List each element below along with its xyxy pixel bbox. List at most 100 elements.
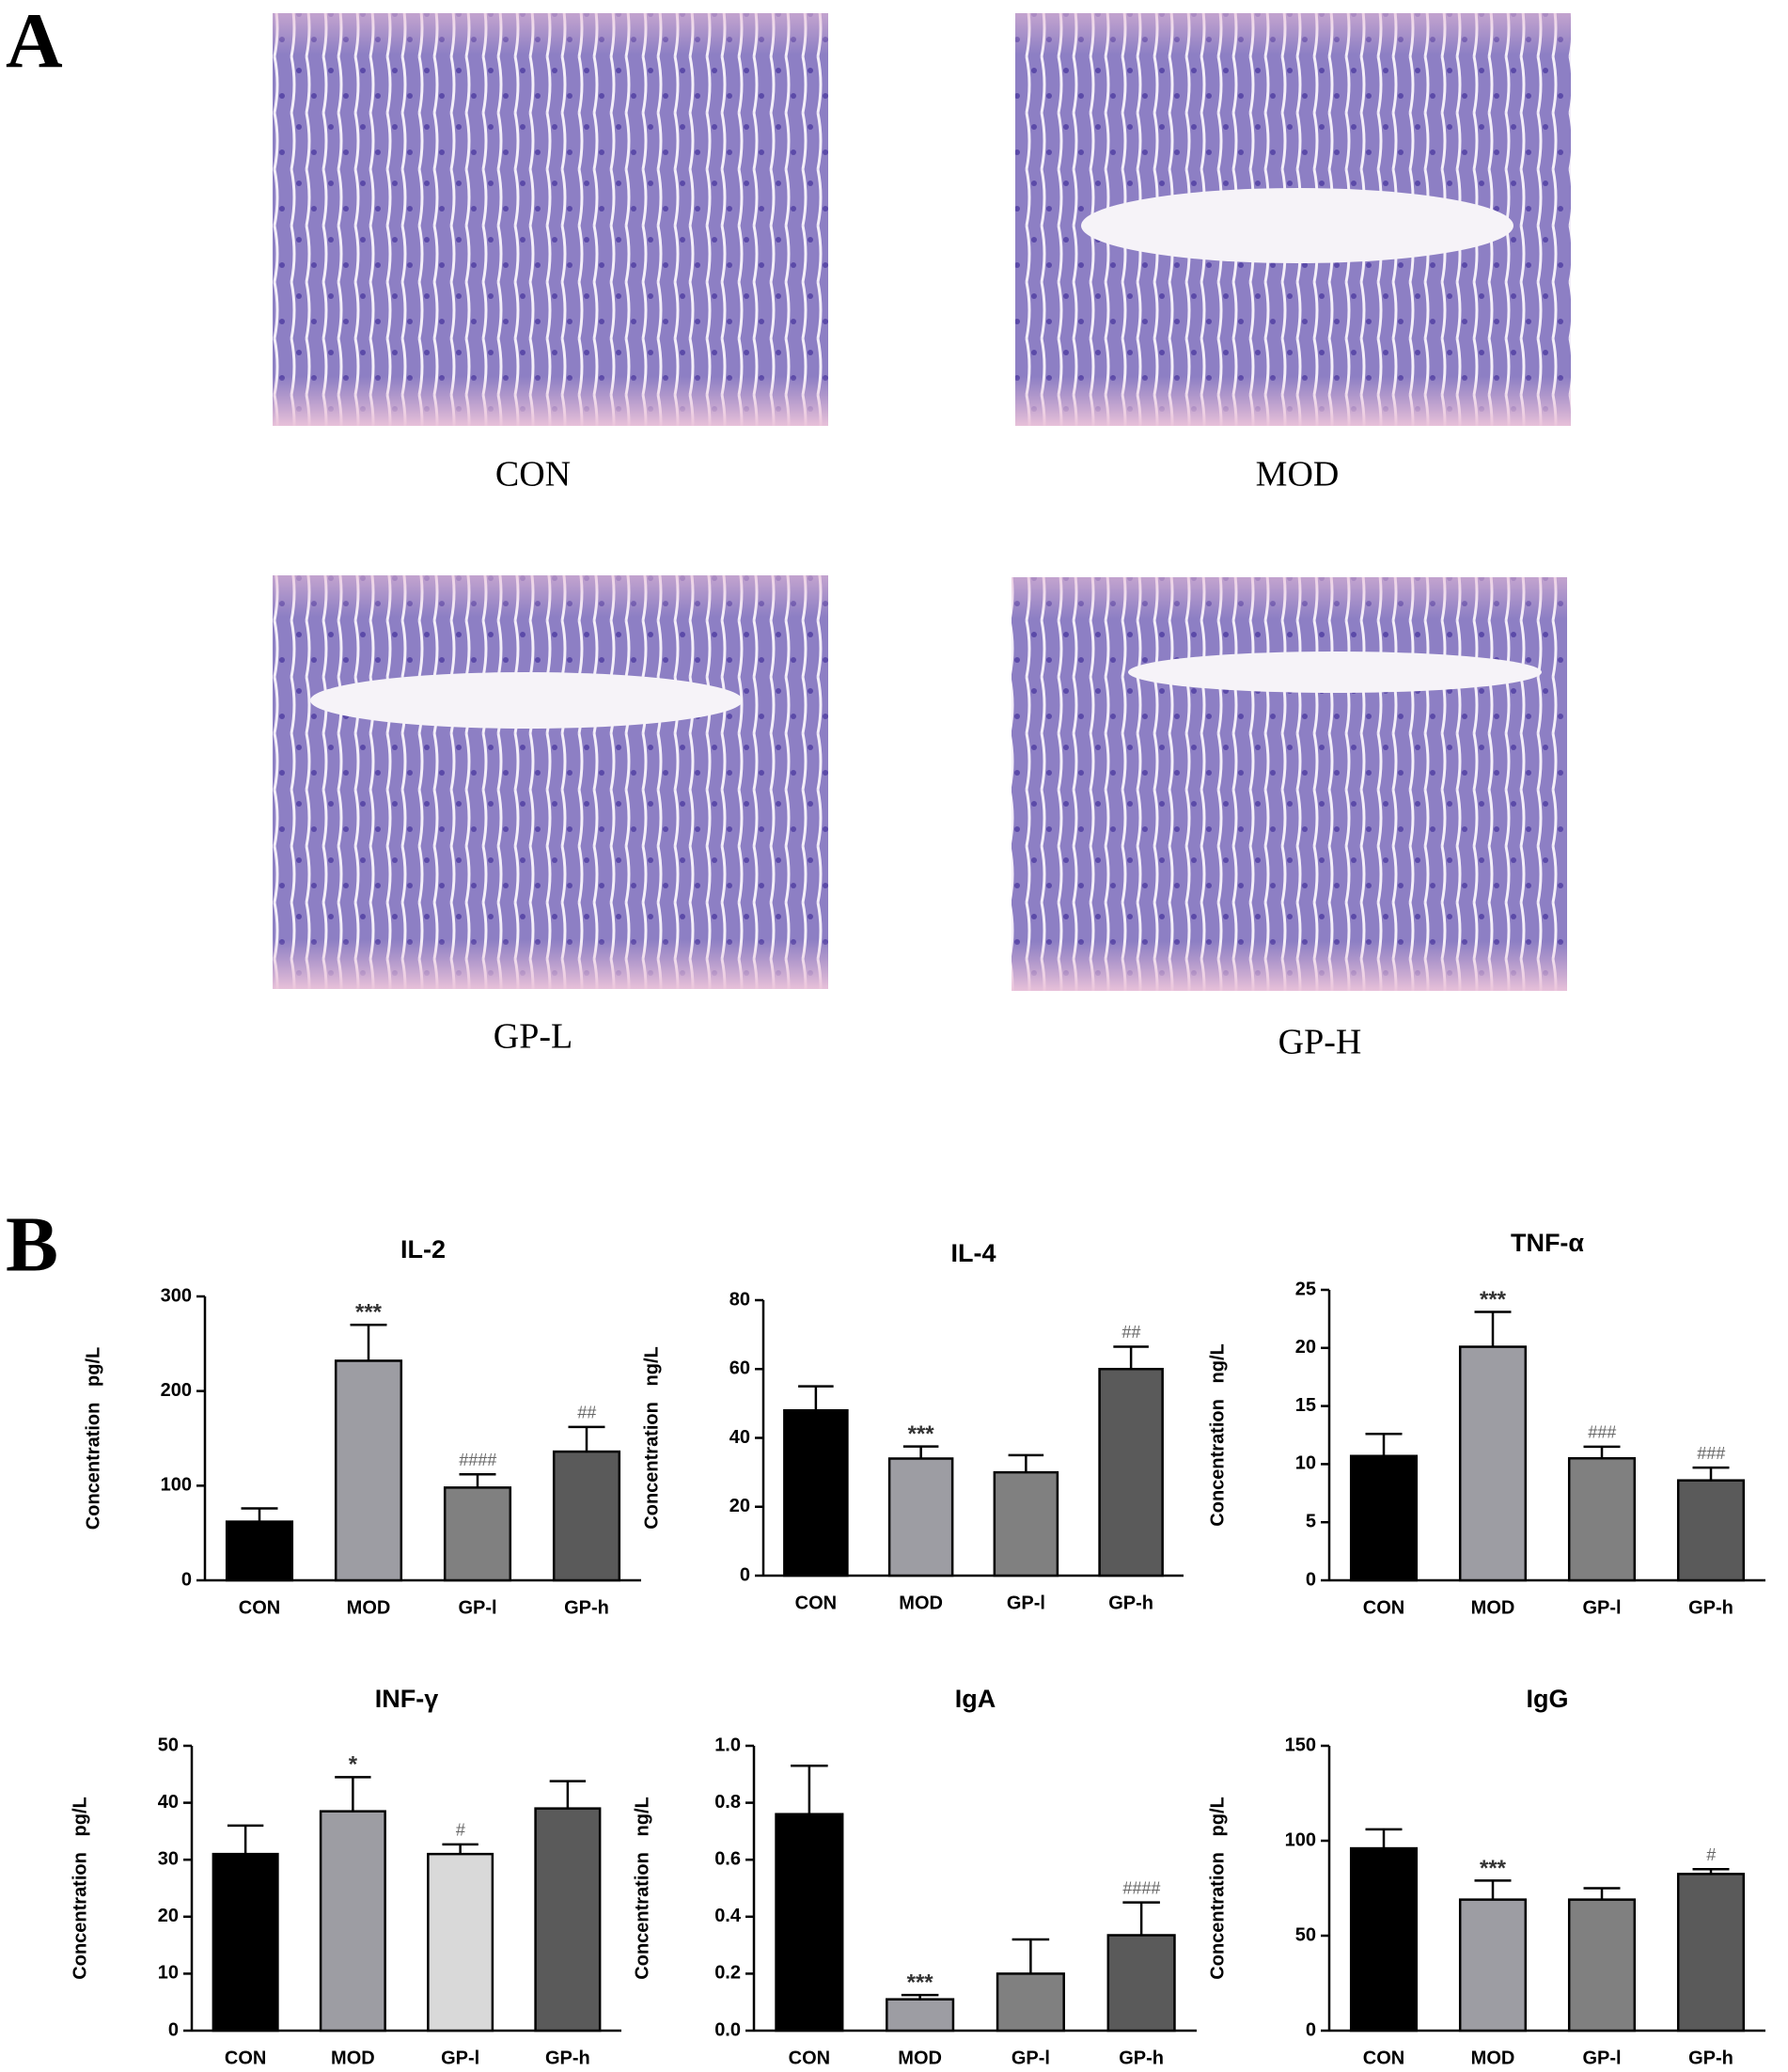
y-tick-label: 150 [1285,1735,1316,1755]
y-tick-label: 40 [729,1427,750,1448]
x-tick-label: MOD [347,1597,391,1618]
bar [1458,1345,1528,1582]
y-tick-label: 30 [158,1848,179,1869]
y-tick-label: 0.6 [714,1848,741,1869]
x-tick-label: MOD [1471,2048,1515,2068]
significance-mark: *** [355,1300,383,1326]
y-tick-label: 10 [1295,1453,1316,1474]
bar [225,1520,294,1582]
bar [1349,1454,1419,1582]
bar [783,1408,849,1578]
bar [334,1359,403,1582]
micrograph [1015,13,1571,426]
bar [1098,1368,1164,1578]
x-tick-label: GP-h [564,1597,609,1618]
bar [775,1813,844,2033]
bar [1458,1898,1528,2033]
significance-mark: ## [1121,1323,1141,1342]
panel-label: A [6,0,63,85]
chart-title: IgA [955,1685,996,1713]
x-tick-label: CON [789,2048,830,2068]
x-tick-label: GP-h [1108,1593,1153,1613]
x-tick-label: GP-l [1582,2048,1621,2068]
significance-mark: # [1706,1845,1717,1864]
y-tick-label: 25 [1295,1279,1316,1299]
y-tick-label: 15 [1295,1395,1316,1416]
y-axis-label: Concentration ng/L [641,1346,662,1529]
y-axis-label: Concentration pg/L [70,1797,90,1979]
bar [887,1457,954,1578]
x-tick-label: CON [795,1593,837,1613]
bar [1567,1898,1637,2033]
y-tick-label: 0 [168,2019,179,2040]
chart-title: IL-2 [400,1235,446,1264]
significance-mark: #### [459,1451,497,1469]
bar [443,1486,512,1582]
y-tick-label: 0 [1306,1569,1316,1590]
significance-mark: ### [1697,1444,1726,1463]
significance-mark: *** [908,1421,935,1447]
bar [1567,1456,1637,1582]
image-caption: GP-L [494,1017,572,1057]
image-caption: MOD [1256,455,1340,494]
x-tick-label: GP-h [1688,2048,1733,2068]
y-tick-label: 20 [729,1496,750,1516]
y-tick-label: 0.4 [714,1906,742,1926]
y-tick-label: 0.0 [714,2019,741,2040]
x-tick-label: CON [1363,2048,1404,2068]
chart-title: TNF-α [1511,1229,1584,1257]
micrograph [273,575,828,989]
bar [1676,1479,1746,1582]
y-tick-label: 100 [161,1475,192,1496]
x-tick-label: CON [1363,1597,1404,1618]
bar [212,1852,279,2033]
y-tick-label: 0.2 [714,1963,741,1984]
bar [1676,1873,1746,2033]
y-tick-label: 300 [161,1285,192,1306]
bar [993,1470,1059,1578]
y-axis-label: Concentration pg/L [1207,1797,1228,1979]
x-tick-label: GP-h [1688,1597,1733,1618]
y-tick-label: 60 [729,1358,750,1379]
significance-mark: * [349,1752,358,1778]
y-tick-label: 5 [1306,1511,1316,1531]
significance-mark: ## [577,1404,597,1422]
y-tick-label: 200 [161,1380,192,1401]
image-caption: GP-H [1278,1023,1362,1062]
y-tick-label: 0 [1306,2019,1316,2040]
y-tick-label: 100 [1285,1829,1316,1850]
y-tick-label: 20 [1295,1337,1316,1358]
y-tick-label: 50 [1295,1924,1316,1945]
x-tick-label: GP-h [1119,2048,1164,2068]
y-tick-label: 0 [181,1569,192,1590]
x-tick-label: GP-l [1007,1593,1045,1613]
significance-mark: *** [1480,1856,1507,1881]
micrograph [1012,577,1567,991]
x-tick-label: CON [239,1597,280,1618]
y-tick-label: 0 [740,1564,750,1585]
x-tick-label: MOD [899,1593,943,1613]
significance-mark: #### [1122,1878,1161,1897]
bar [552,1450,621,1582]
bar [534,1807,602,2033]
x-tick-label: GP-h [545,2048,590,2068]
micrograph [273,13,828,426]
bar [1106,1934,1176,2033]
y-axis-label: Concentration pg/L [83,1347,103,1530]
chart-title: IgG [1527,1685,1569,1713]
y-axis-label: Concentration ng/L [632,1797,652,1979]
x-tick-label: MOD [898,2048,942,2068]
y-tick-label: 0.8 [714,1792,741,1813]
y-tick-label: 10 [158,1963,179,1984]
x-tick-label: GP-l [1582,1597,1621,1618]
bar [427,1852,494,2033]
x-tick-label: GP-l [441,2048,479,2068]
bar [886,1998,955,2033]
bar [996,1972,1065,2033]
x-tick-label: CON [225,2048,266,2068]
y-tick-label: 80 [729,1289,750,1310]
chart-title: IL-4 [950,1239,996,1267]
x-tick-label: GP-l [458,1597,496,1618]
significance-mark: *** [1480,1287,1507,1312]
